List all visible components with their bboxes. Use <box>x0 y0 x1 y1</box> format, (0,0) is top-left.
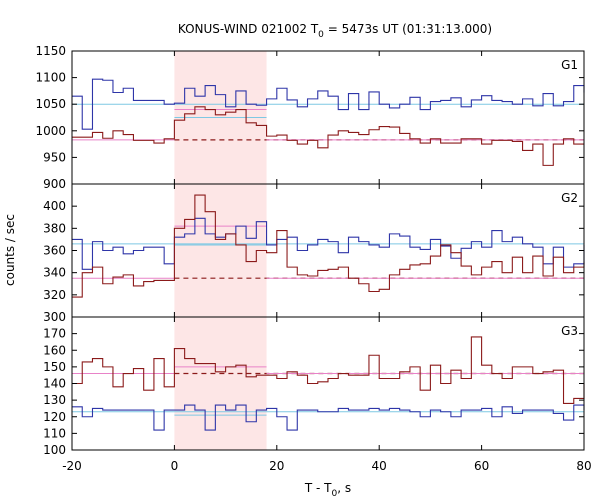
x-tick-label: 40 <box>372 459 387 473</box>
y-tick-label: 160 <box>43 343 66 357</box>
panel-g2: 300 320 340 360 380 400 G2 <box>43 183 585 324</box>
y-tick-label: 340 <box>43 266 66 280</box>
y-tick-label: 360 <box>43 244 66 258</box>
y-tick-label: 130 <box>43 393 66 407</box>
y-tick-label: 1050 <box>35 97 66 111</box>
chart-title: KONUS-WIND 021002 T0 = 5473s UT (01:31:1… <box>178 22 492 40</box>
series-red-line <box>72 194 585 298</box>
panels-group: 9009501000105011001150G13003203403603804… <box>35 44 591 473</box>
y-tick-label: 1150 <box>35 44 66 58</box>
y-tick-label: 170 <box>43 327 66 341</box>
panel-label: G1 <box>561 58 578 72</box>
y-tick-label: 1100 <box>35 71 66 85</box>
panel-g1: 900 950 1000 1050 1100 1150 G1 <box>35 44 585 191</box>
series-blue-line <box>72 404 585 431</box>
y-tick-label: 110 <box>43 426 66 440</box>
y-tick-label: 320 <box>43 288 66 302</box>
y-tick-label: 100 <box>43 443 66 457</box>
x-tick-label: 20 <box>269 459 284 473</box>
highlight-interval <box>174 184 267 317</box>
x-tick-label: 80 <box>576 459 591 473</box>
panel-frame <box>71 316 585 451</box>
y-tick-label: 1000 <box>35 124 66 138</box>
y-tick-label: 300 <box>43 310 66 324</box>
series-blue-line <box>72 78 585 130</box>
panel-label: G2 <box>561 191 578 205</box>
x-tick-label: 60 <box>474 459 489 473</box>
y-tick-label: 380 <box>43 221 66 235</box>
y-tick-label: 150 <box>43 360 66 374</box>
y-tick-label: 140 <box>43 377 66 391</box>
highlight-interval <box>174 317 267 450</box>
panel-label: G3 <box>561 324 578 338</box>
series-blue-line <box>72 217 585 270</box>
panel-frame <box>71 50 585 185</box>
panel-g3: 100 110 120 130 140 150 160 170 G3 <box>43 316 585 457</box>
y-tick-label: 900 <box>43 177 66 191</box>
y-tick-label: 950 <box>43 150 66 164</box>
x-tick-label: -20 <box>62 459 82 473</box>
panel-frame <box>71 183 585 318</box>
y-tick-label: 120 <box>43 410 66 424</box>
y-tick-label: 400 <box>43 199 66 213</box>
series-red-line <box>72 106 584 166</box>
x-axis-label: T - T0, s <box>304 481 351 499</box>
x-tick-label: 0 <box>171 459 179 473</box>
series-red-line <box>72 336 585 404</box>
y-axis-label: counts / sec <box>3 214 17 286</box>
